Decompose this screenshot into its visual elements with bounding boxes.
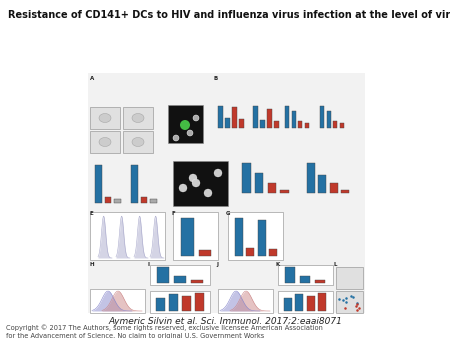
Bar	[88, 73, 365, 313]
Circle shape	[204, 189, 212, 197]
Bar	[285, 267, 295, 283]
Bar	[95, 165, 102, 203]
Bar	[228, 212, 283, 260]
Bar	[169, 294, 178, 311]
Bar	[173, 161, 228, 206]
Circle shape	[179, 184, 187, 192]
Bar	[173, 212, 218, 260]
Text: K: K	[276, 262, 280, 267]
Bar	[157, 267, 169, 283]
Text: J: J	[216, 262, 218, 267]
Bar	[280, 190, 289, 193]
Bar	[340, 123, 344, 128]
Bar	[305, 123, 309, 128]
Bar	[298, 121, 302, 128]
Bar	[320, 106, 324, 128]
Bar	[336, 291, 363, 313]
Bar	[225, 118, 230, 128]
Bar	[239, 119, 244, 128]
Bar	[242, 163, 251, 193]
Bar	[90, 131, 120, 153]
Bar	[278, 265, 333, 285]
Text: L: L	[334, 262, 338, 267]
Bar	[274, 121, 279, 128]
Bar	[333, 121, 338, 128]
Text: H: H	[90, 262, 94, 267]
Text: I: I	[148, 262, 150, 267]
Bar	[123, 107, 153, 129]
Bar	[319, 293, 326, 311]
Circle shape	[193, 115, 199, 121]
Bar	[198, 250, 211, 256]
Circle shape	[189, 174, 197, 182]
Bar	[278, 291, 333, 313]
Bar	[307, 163, 315, 193]
Bar	[285, 106, 289, 128]
Circle shape	[173, 135, 179, 141]
Bar	[327, 111, 331, 128]
Bar	[253, 106, 258, 128]
Bar	[90, 107, 120, 129]
Bar	[318, 175, 326, 193]
Bar	[235, 218, 243, 256]
Bar	[307, 296, 315, 311]
Bar	[315, 280, 325, 283]
Bar	[270, 249, 277, 256]
Bar	[105, 197, 111, 203]
Bar	[114, 199, 121, 203]
Bar	[150, 265, 210, 285]
Bar	[300, 276, 310, 283]
Circle shape	[214, 169, 222, 177]
Text: G: G	[226, 211, 230, 216]
Bar	[131, 165, 138, 203]
Ellipse shape	[132, 114, 144, 122]
Ellipse shape	[132, 138, 144, 146]
Bar	[150, 291, 210, 313]
Bar	[218, 106, 223, 128]
Bar	[260, 120, 265, 128]
Bar	[292, 111, 296, 128]
Bar	[168, 105, 203, 143]
Bar	[195, 293, 204, 311]
Bar	[90, 212, 165, 260]
Bar	[191, 280, 203, 283]
Bar	[330, 183, 338, 193]
Text: A: A	[90, 76, 94, 81]
Bar	[268, 183, 276, 193]
Bar	[246, 248, 254, 256]
Text: Resistance of CD141+ DCs to HIV and influenza virus infection at the level of vi: Resistance of CD141+ DCs to HIV and infl…	[8, 10, 450, 20]
Text: Aymeric Silvin et al. Sci. Immunol. 2017;2:eaai8071: Aymeric Silvin et al. Sci. Immunol. 2017…	[108, 317, 342, 326]
Bar	[218, 289, 273, 313]
Bar	[150, 199, 157, 203]
Bar	[141, 197, 147, 203]
Circle shape	[180, 120, 190, 130]
Ellipse shape	[99, 114, 111, 122]
Text: E: E	[90, 211, 94, 216]
Bar	[342, 190, 349, 193]
Text: Copyright © 2017 The Authors, some rights reserved, exclusive licensee American : Copyright © 2017 The Authors, some right…	[6, 324, 323, 338]
Bar	[255, 173, 263, 193]
Text: B: B	[213, 76, 217, 81]
Bar	[336, 267, 363, 289]
Bar	[284, 298, 292, 311]
Bar	[90, 289, 145, 313]
Bar	[258, 220, 266, 256]
Bar	[295, 294, 303, 311]
Ellipse shape	[99, 138, 111, 146]
Bar	[181, 218, 194, 256]
Circle shape	[187, 130, 193, 136]
Bar	[182, 296, 191, 311]
Bar	[156, 298, 165, 311]
Bar	[174, 276, 186, 283]
Bar	[267, 109, 272, 128]
Bar	[232, 107, 237, 128]
Circle shape	[192, 179, 200, 187]
Text: F: F	[172, 211, 176, 216]
Bar	[123, 131, 153, 153]
